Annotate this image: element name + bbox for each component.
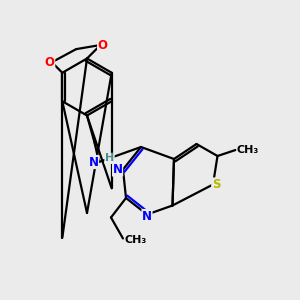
Text: methyl: methyl — [238, 147, 243, 148]
Text: methyl: methyl — [244, 148, 250, 149]
Text: N: N — [112, 163, 123, 176]
Text: O: O — [45, 56, 55, 69]
Text: H: H — [105, 153, 114, 164]
Text: N: N — [88, 155, 99, 169]
Text: O: O — [98, 38, 108, 52]
Text: S: S — [212, 178, 220, 191]
Text: CH₃: CH₃ — [124, 235, 147, 245]
Text: CH₃: CH₃ — [237, 145, 259, 155]
Text: N: N — [142, 209, 152, 223]
